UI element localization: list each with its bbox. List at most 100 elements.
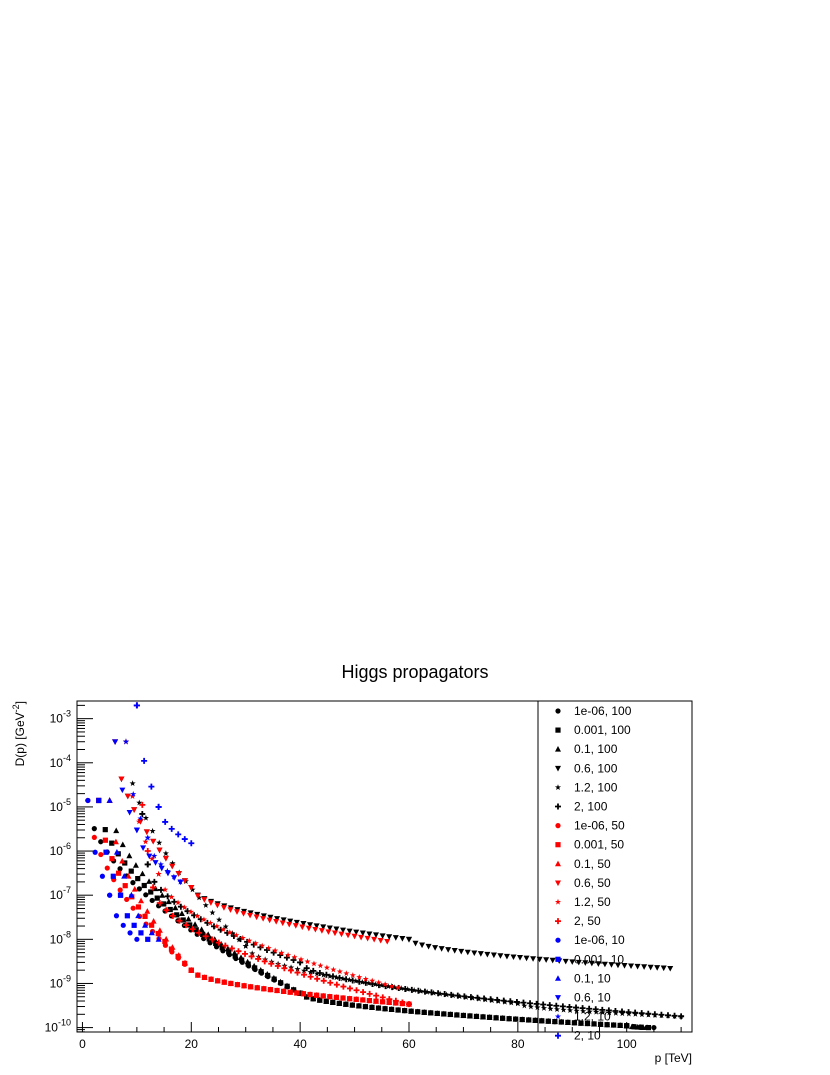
data-point <box>345 932 352 939</box>
data-point <box>521 1002 528 1009</box>
data-point <box>259 942 266 949</box>
data-point <box>288 964 295 971</box>
data-point <box>386 996 393 1003</box>
data-point <box>445 947 452 953</box>
data-point <box>517 955 524 961</box>
data-point <box>144 908 151 914</box>
data-point <box>196 929 203 936</box>
data-point <box>141 757 148 764</box>
legend-label: 1.2, 100 <box>574 780 618 794</box>
data-point <box>379 998 386 1005</box>
data-point <box>566 1003 573 1010</box>
data-point <box>189 886 196 893</box>
data-point <box>168 825 175 832</box>
data-point <box>150 917 157 924</box>
data-point <box>96 797 102 804</box>
data-point <box>98 851 104 858</box>
data-point <box>610 1021 617 1028</box>
data-point <box>601 961 608 968</box>
data-point <box>142 814 149 821</box>
data-point <box>538 1017 545 1024</box>
legend-marker <box>555 708 561 714</box>
legend-marker <box>555 975 561 981</box>
data-point <box>310 995 317 1002</box>
data-point <box>188 885 195 891</box>
data-point <box>336 1000 343 1006</box>
data-point <box>327 979 334 986</box>
data-point <box>148 929 155 936</box>
data-point <box>222 923 229 930</box>
data-point <box>91 826 97 832</box>
legend-label: 1e-06, 50 <box>574 819 625 833</box>
y-tick-label: 10-8 <box>50 929 71 946</box>
data-point <box>617 1022 624 1028</box>
data-point <box>510 954 517 961</box>
data-point <box>340 983 347 990</box>
legend-label: 1e-06, 100 <box>574 704 632 718</box>
data-point <box>137 815 144 822</box>
data-point <box>333 981 340 988</box>
data-point <box>155 930 161 937</box>
data-point <box>658 1011 665 1018</box>
data-point <box>104 865 110 871</box>
data-point <box>640 1024 647 1030</box>
data-point <box>317 962 324 969</box>
data-point <box>131 922 137 928</box>
data-point <box>169 860 176 866</box>
data-point <box>177 878 184 885</box>
legend-label: 0.6, 50 <box>574 876 611 890</box>
data-point <box>647 964 654 971</box>
data-point <box>242 942 249 949</box>
data-point <box>277 978 284 985</box>
data-point <box>92 849 98 855</box>
data-point <box>242 950 249 957</box>
data-point <box>229 930 236 936</box>
data-point <box>582 960 589 966</box>
data-point <box>138 897 145 904</box>
x-tick-label: 100 <box>617 1037 637 1051</box>
data-point <box>540 1001 547 1008</box>
data-point <box>209 909 216 916</box>
data-point <box>320 977 327 984</box>
legend-marker <box>555 765 561 772</box>
data-point <box>98 839 104 845</box>
data-point <box>268 960 275 967</box>
data-point <box>252 940 259 946</box>
data-point <box>356 978 363 985</box>
data-point <box>162 886 169 893</box>
data-point <box>281 965 288 972</box>
data-point <box>248 953 255 960</box>
data-point <box>399 936 406 942</box>
data-point <box>102 827 108 833</box>
data-point <box>182 959 189 966</box>
data-point <box>240 911 247 917</box>
data-point <box>451 948 458 954</box>
data-point <box>149 827 156 834</box>
chart-title: Higgs propagators <box>341 662 489 682</box>
data-point <box>628 963 635 970</box>
data-point <box>395 1006 402 1013</box>
data-point <box>488 997 495 1004</box>
data-point <box>266 917 273 924</box>
data-point <box>346 995 353 1002</box>
data-point <box>141 882 147 889</box>
data-point <box>333 926 340 933</box>
data-point <box>527 1003 534 1010</box>
series-11 <box>133 702 412 1008</box>
data-point <box>349 972 356 978</box>
data-point <box>355 1002 362 1009</box>
data-point <box>135 904 142 910</box>
data-point <box>346 976 353 983</box>
data-point <box>261 958 268 965</box>
data-point <box>267 914 274 921</box>
data-point <box>412 940 419 947</box>
data-point <box>392 997 399 1004</box>
data-point <box>307 991 314 997</box>
data-point <box>320 924 327 931</box>
data-point <box>119 787 126 794</box>
data-point <box>194 912 201 919</box>
data-point <box>174 912 180 918</box>
data-point <box>227 980 234 986</box>
data-point <box>122 738 130 745</box>
data-point <box>641 964 648 970</box>
